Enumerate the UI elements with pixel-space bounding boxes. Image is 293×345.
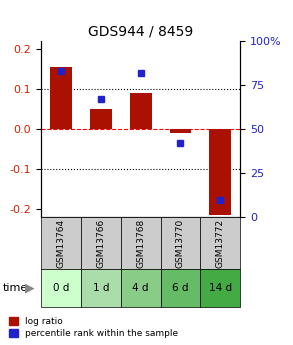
Text: GSM13772: GSM13772	[216, 219, 225, 268]
Bar	[81, 217, 121, 269]
Bar	[200, 269, 240, 307]
Bar	[209, 129, 231, 215]
Bar	[170, 129, 191, 132]
Bar	[121, 217, 161, 269]
Text: time: time	[3, 283, 28, 293]
Bar	[130, 93, 151, 129]
Text: GSM13766: GSM13766	[96, 219, 105, 268]
Bar	[81, 269, 121, 307]
Bar	[90, 109, 112, 129]
Text: 14 d: 14 d	[209, 283, 232, 293]
Text: ▶: ▶	[25, 282, 35, 295]
Text: 0 d: 0 d	[53, 283, 69, 293]
Bar	[50, 67, 72, 129]
Bar	[200, 217, 240, 269]
Text: 1 d: 1 d	[93, 283, 109, 293]
Text: 6 d: 6 d	[172, 283, 189, 293]
Text: GSM13770: GSM13770	[176, 219, 185, 268]
Bar	[41, 217, 81, 269]
Text: GSM13768: GSM13768	[136, 219, 145, 268]
Bar	[161, 269, 200, 307]
Legend: log ratio, percentile rank within the sample: log ratio, percentile rank within the sa…	[7, 315, 180, 340]
Bar	[161, 217, 200, 269]
Text: GSM13764: GSM13764	[57, 219, 65, 268]
Bar	[41, 269, 81, 307]
Text: 4 d: 4 d	[132, 283, 149, 293]
Title: GDS944 / 8459: GDS944 / 8459	[88, 25, 193, 39]
Bar	[121, 269, 161, 307]
